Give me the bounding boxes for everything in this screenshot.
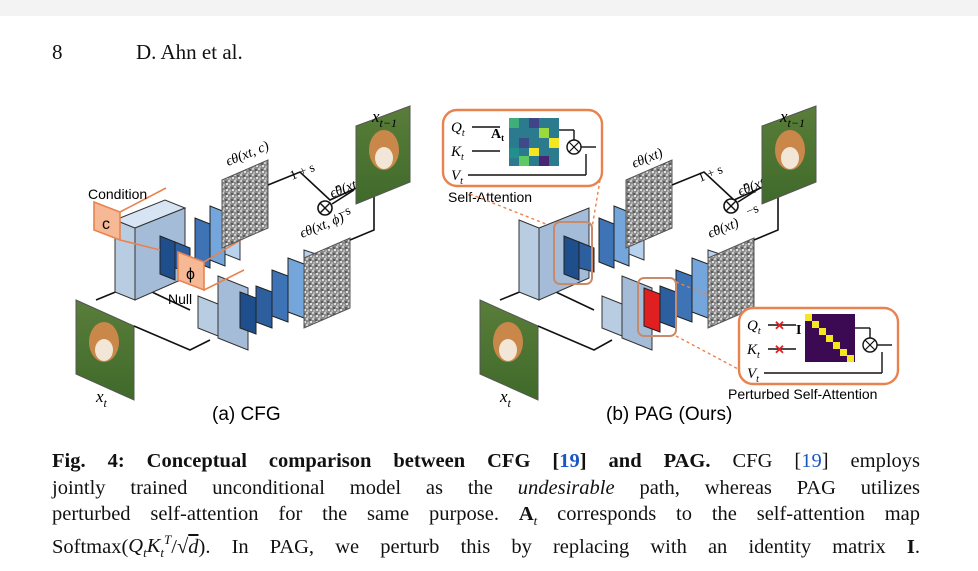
cfg-minus-label: −s: [336, 202, 353, 221]
self-attention-title: Self-Attention: [448, 189, 532, 205]
pag-input-label: xt: [499, 387, 512, 410]
caption-line-2: jointly trained unconditional model as t…: [52, 476, 920, 499]
svg-text:✕: ✕: [774, 318, 785, 333]
cfg-null-symbol: ϕ: [186, 266, 195, 283]
cfg-noise-unconditional: [303, 237, 351, 329]
pag-sublabel: (b) PAG (Ours): [606, 404, 732, 425]
cfg-input-image: [75, 299, 135, 401]
cfg-plus-label: 1 + s: [288, 159, 317, 182]
caption-line-4: Softmax(QtKtT/√d). In PAG, we perturb th…: [52, 532, 920, 561]
svg-text:Vt: Vt: [451, 168, 463, 187]
caption-line-3: perturbed self-attention for the same pu…: [52, 503, 921, 529]
perturbed-self-attention-title: Perturbed Self-Attention: [728, 386, 877, 402]
attention-map: [509, 118, 559, 166]
pag-noise-normal: [625, 159, 673, 249]
svg-text:Qt: Qt: [747, 318, 761, 337]
pag-unet-perturbed: [601, 249, 727, 351]
pag-minus-label: −s: [744, 200, 761, 219]
cfg-condition-symbol: c: [102, 216, 110, 233]
pag-output-label: xt−1: [779, 107, 805, 130]
cfg-output-image: [355, 105, 411, 205]
pag-plus-label: 1 + s: [696, 161, 725, 184]
svg-text:I: I: [796, 323, 801, 338]
svg-text:At: At: [491, 127, 504, 143]
top-bar: [0, 0, 978, 16]
svg-text:✕: ✕: [774, 342, 785, 357]
figure-caption: Fig. 4: Conceptual comparison between CF…: [52, 448, 921, 561]
cfg-null-label: Null: [168, 291, 192, 307]
cfg-sublabel: (a) CFG: [212, 404, 281, 425]
cfg-input-label: xt: [95, 387, 108, 410]
svg-text:Qt: Qt: [451, 120, 465, 139]
cfg-output-label: xt−1: [371, 107, 397, 130]
self-attention-box: Qt Kt Vt At: [441, 108, 604, 188]
pag-diagram: Qt Kt Vt At: [441, 105, 900, 425]
citation-link[interactable]: 19: [801, 450, 822, 472]
caption-line-1: Fig. 4: Conceptual comparison between CF…: [52, 450, 921, 472]
cfg-unet-unconditional: [197, 249, 323, 351]
pag-unet-normal: [518, 195, 645, 301]
cfg-noise-conditional: [221, 159, 269, 249]
identity-matrix: [805, 314, 855, 362]
citation-link[interactable]: 19: [559, 450, 580, 472]
pag-output-image: [761, 105, 817, 205]
figure-4: xt c Condition: [75, 105, 900, 425]
svg-text:Kt: Kt: [450, 144, 464, 163]
cfg-condition-label: Condition: [88, 186, 147, 202]
page-number: 8: [52, 40, 63, 64]
svg-text:Kt: Kt: [746, 342, 760, 361]
svg-text:Vt: Vt: [747, 366, 759, 385]
perturbed-self-attention-box: Qt Kt Vt ✕ ✕ I: [737, 306, 900, 386]
cfg-diagram: xt c Condition: [75, 105, 411, 425]
running-header: D. Ahn et al.: [136, 40, 243, 64]
pag-input-image: [479, 299, 539, 401]
pag-noise-bottom-label: ϵ̂θ(xt): [706, 216, 742, 242]
